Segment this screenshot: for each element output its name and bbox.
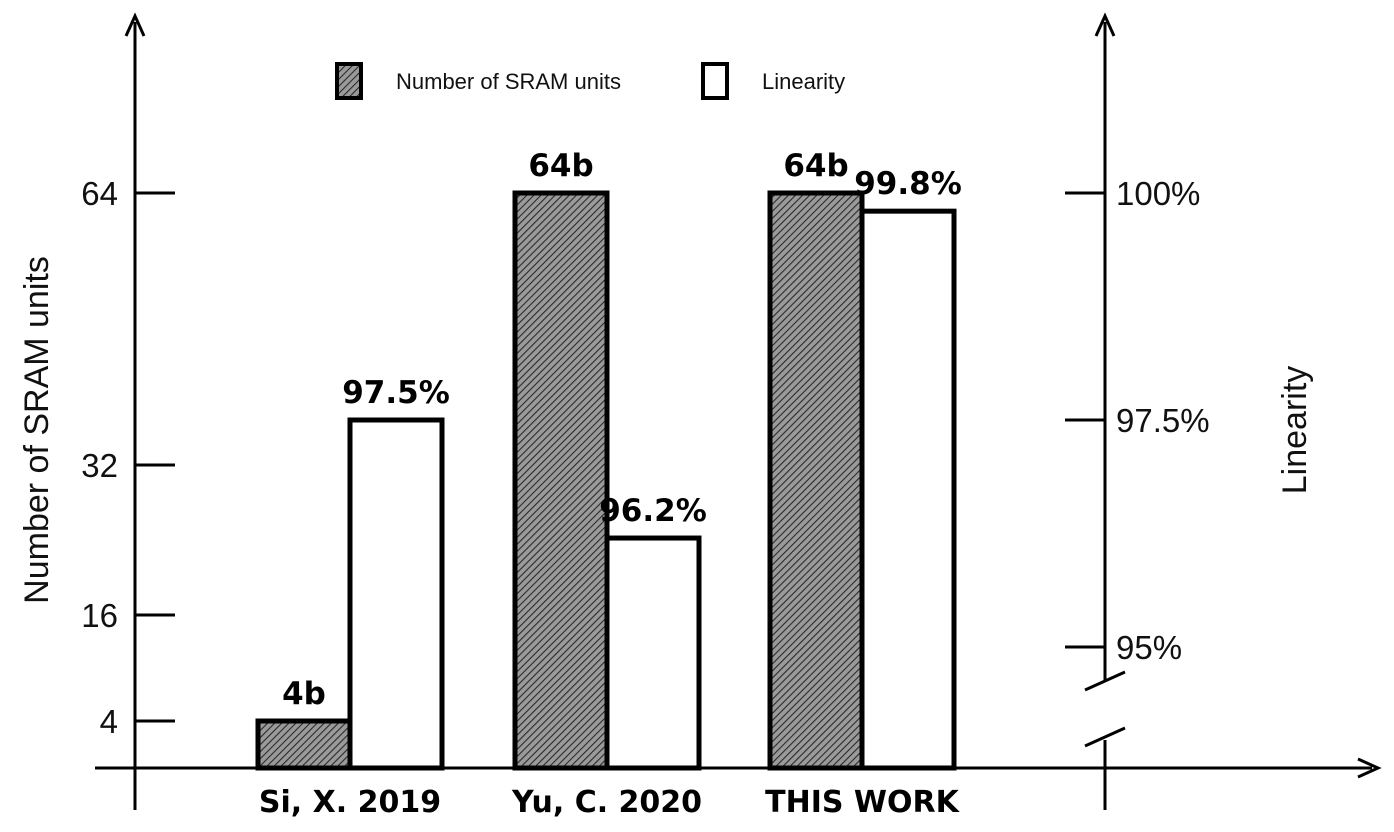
category-label-yu-c-2020: Yu, C. 2020 [511, 785, 702, 820]
bar-series [255, 190, 957, 771]
left-tick-label-64: 64 [81, 175, 118, 212]
legend-swatch-sram-units [335, 62, 363, 100]
bar-sram-units-si-x-2019 [255, 718, 353, 771]
bar-linearity-this-work [859, 208, 957, 771]
left-tick-label-4: 4 [100, 703, 118, 740]
right-axis-title: Linearity [1276, 366, 1314, 495]
left-tick-label-32: 32 [81, 447, 118, 484]
legend-label-sram-units: Number of SRAM units [396, 69, 621, 94]
legend-swatch-linearity [701, 62, 729, 100]
category-labels: Si, X. 2019 Yu, C. 2020 THIS WORK [259, 785, 961, 820]
axis-break-mark-lower [1084, 726, 1126, 748]
right-axis-ticks: 95% 97.5% 100% [1065, 175, 1210, 666]
bar-sram-units-yu-c-2020 [512, 190, 610, 771]
data-label-linearity-this-work: 99.8% [854, 166, 962, 202]
data-label-linearity-yu-c-2020: 96.2% [599, 493, 707, 529]
right-axis-arrowhead [1094, 12, 1116, 37]
left-tick-label-16: 16 [81, 597, 118, 634]
right-tick-label-95: 95% [1116, 629, 1182, 666]
bar-linearity-yu-c-2020 [604, 535, 702, 771]
left-axis-ticks: 4 16 32 64 [81, 175, 175, 740]
legend-label-linearity: Linearity [762, 69, 845, 94]
right-tick-label-97-5: 97.5% [1116, 402, 1210, 439]
left-axis-arrowhead [124, 12, 146, 37]
data-label-sram-units-si-x-2019: 4b [282, 676, 326, 712]
bar-sram-units-this-work [767, 190, 865, 771]
axis-break-mark-upper [1084, 670, 1126, 692]
left-axis-title: Number of SRAM units [18, 256, 56, 604]
data-label-sram-units-this-work: 64b [783, 148, 848, 184]
right-tick-label-100: 100% [1116, 175, 1200, 212]
category-label-si-x-2019: Si, X. 2019 [259, 785, 441, 820]
category-label-this-work: THIS WORK [765, 785, 960, 820]
data-label-sram-units-yu-c-2020: 64b [528, 148, 593, 184]
bar-linearity-si-x-2019 [347, 417, 445, 771]
x-axis-arrowhead [1357, 757, 1382, 779]
data-label-linearity-si-x-2019: 97.5% [342, 375, 450, 411]
legend: Number of SRAM units Linearity [335, 62, 845, 100]
